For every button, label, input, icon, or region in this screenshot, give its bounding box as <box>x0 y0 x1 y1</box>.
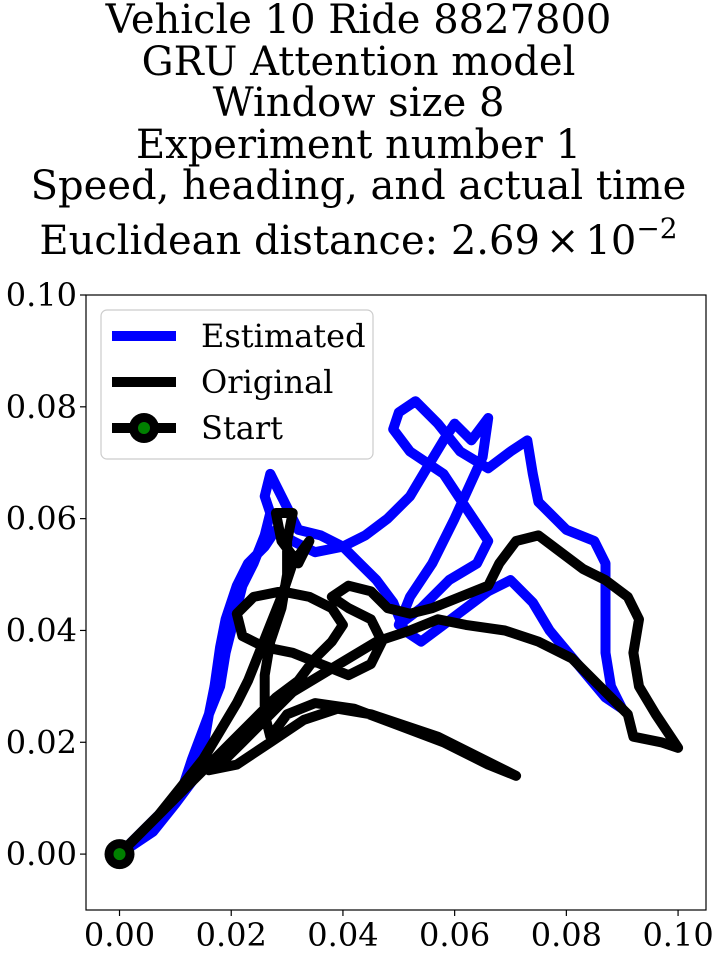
y-tick-label: 0.06 <box>6 500 77 538</box>
legend: Estimated Original Start <box>100 309 374 460</box>
legend-label-original: Original <box>201 363 333 401</box>
title-line-4: Experiment number 1 <box>135 121 582 168</box>
x-tick-label: 0.08 <box>531 916 602 954</box>
x-axis: 0.00 0.02 0.04 0.06 0.08 0.10 <box>84 910 714 954</box>
title-line-3: Window size 8 <box>212 80 505 126</box>
y-tick-label: 0.04 <box>6 611 77 649</box>
legend-label-estimated: Estimated <box>201 317 366 355</box>
distance-prefix: Euclidean distance: <box>39 217 451 264</box>
y-axis: 0.00 0.02 0.04 0.06 0.08 0.10 <box>6 276 86 873</box>
legend-start-marker-inner <box>138 422 150 434</box>
y-tick-label: 0.00 <box>6 835 77 873</box>
distance-exponent: −2 <box>636 211 678 245</box>
title-line-1: Vehicle 10 Ride 8827800 <box>105 0 612 43</box>
start-marker-inner <box>113 848 126 861</box>
y-tick-label: 0.10 <box>6 276 77 314</box>
distance-times: × <box>545 217 580 264</box>
start-layer <box>104 839 135 870</box>
series-layer <box>114 396 684 860</box>
distance-base: 10 <box>585 217 637 264</box>
x-tick-label: 0.06 <box>419 916 490 954</box>
series-line-original <box>114 508 684 860</box>
x-tick-label: 0.04 <box>307 916 378 954</box>
x-tick-label: 0.10 <box>642 916 713 954</box>
title-line-2: GRU Attention model <box>141 38 576 85</box>
legend-label-start: Start <box>201 409 283 447</box>
distance-mantissa: 2.69 <box>450 217 540 264</box>
series-line-estimated <box>114 396 628 860</box>
legend-box <box>100 309 374 460</box>
x-tick-label: 0.02 <box>196 916 267 954</box>
y-tick-label: 0.08 <box>6 388 77 426</box>
chart-title: Vehicle 10 Ride 8827800 GRU Attention mo… <box>0 0 717 262</box>
y-tick-label: 0.02 <box>6 723 77 761</box>
x-tick-label: 0.00 <box>84 916 155 954</box>
plot-frame <box>85 294 707 911</box>
title-line-5: Speed, heading, and actual time <box>30 163 687 209</box>
title-line-6: Euclidean distance: 2.69 × 10−2 <box>0 208 717 263</box>
